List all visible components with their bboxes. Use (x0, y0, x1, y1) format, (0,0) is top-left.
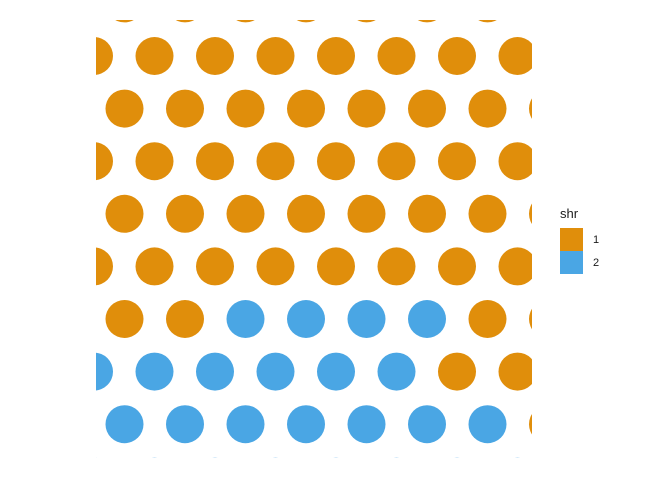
dot-r4-c3 (256, 247, 295, 286)
edge-dot-0-c0 (115, 20, 134, 23)
dot-r6-c5 (377, 352, 416, 391)
dot-r4-c4 (317, 247, 355, 286)
dot-r3-c1 (166, 194, 204, 233)
edge-dot-0-c6 (478, 20, 497, 23)
plot-panel (96, 20, 532, 458)
dot-r3-c3 (287, 194, 325, 233)
dot-r4-c7 (498, 247, 532, 286)
dot-r1-c6 (468, 89, 507, 128)
dot-r0-c4 (317, 37, 355, 75)
legend-key-2 (560, 251, 583, 274)
edge-dot-1-c0 (96, 457, 97, 458)
dot-r5-c6 (468, 300, 507, 338)
dot-r5-c1 (166, 300, 204, 338)
dot-r0-c3 (256, 37, 295, 75)
legend-label-1: 1 (593, 233, 600, 246)
dot-r0-c6 (438, 37, 476, 75)
dot-r5-c7 (529, 308, 532, 330)
legend-key-1 (560, 228, 583, 251)
dot-r1-c0 (105, 89, 144, 128)
dot-r6-c0 (96, 352, 113, 391)
dot-r7-c0 (105, 405, 144, 444)
dot-r6-c7 (498, 352, 532, 391)
edge-dot-0-c7 (529, 0, 567, 22)
dot-r3-c5 (408, 194, 446, 233)
dot-r5-c0 (105, 300, 144, 338)
dot-r5-c4 (347, 300, 386, 338)
edge-dot-0-c4 (357, 20, 376, 23)
edge-dot-1-c4 (333, 457, 339, 458)
dot-r3-c4 (347, 194, 386, 233)
dot-r2-c6 (438, 142, 476, 181)
edge-dot-1-c1 (151, 457, 158, 458)
legend-item-1: 1 (560, 228, 640, 251)
legend-label-2: 2 (593, 256, 600, 269)
legend: shr 1 2 (560, 206, 640, 274)
edge-dot-1-c6 (454, 457, 460, 458)
dot-r3-c7 (529, 203, 532, 225)
edge-dot-0-c1 (175, 20, 195, 23)
dot-r5-c2 (226, 300, 265, 338)
dot-r7-c7 (529, 413, 532, 435)
dot-r4-c5 (377, 247, 416, 286)
dot-r5-c5 (408, 300, 446, 338)
dot-r1-c3 (287, 89, 325, 128)
dot-r1-c1 (166, 89, 204, 128)
edge-dot-0-c2 (236, 20, 255, 23)
dot-r7-c2 (226, 405, 265, 444)
dot-r6-c4 (317, 352, 355, 391)
dot-r2-c0 (96, 142, 113, 181)
edge-dot-1-c5 (393, 457, 400, 458)
dot-r7-c1 (166, 405, 204, 444)
dot-r2-c7 (498, 142, 532, 181)
dot-r0-c1 (135, 37, 174, 75)
dot-r6-c1 (135, 352, 174, 391)
dot-r1-c5 (408, 89, 446, 128)
edge-dot-1-c7 (514, 457, 521, 458)
dot-r4-c0 (96, 247, 113, 286)
dot-r3-c0 (105, 194, 144, 233)
dot-r1-c2 (226, 89, 265, 128)
dot-r6-c6 (438, 352, 476, 391)
dot-r0-c2 (196, 37, 234, 75)
dot-r2-c3 (256, 142, 295, 181)
dot-r2-c1 (135, 142, 174, 181)
dot-r1-c7 (529, 98, 532, 119)
dot-r1-c4 (347, 89, 386, 128)
legend-item-2: 2 (560, 251, 640, 274)
dot-r4-c6 (438, 247, 476, 286)
dot-r7-c4 (347, 405, 386, 444)
dot-r0-c0 (96, 37, 113, 75)
dot-r7-c3 (287, 405, 325, 444)
dot-r7-c5 (408, 405, 446, 444)
dot-r2-c4 (317, 142, 355, 181)
edge-dot-1-c2 (212, 457, 218, 458)
dot-r6-c2 (196, 352, 234, 391)
edge-dot-0-c5 (417, 20, 437, 23)
legend-title: shr (560, 206, 579, 221)
dot-r4-c2 (196, 247, 234, 286)
edge-dot-1-c3 (272, 457, 279, 458)
dot-r7-c6 (468, 405, 507, 444)
edge-dot-0-c3 (296, 20, 316, 23)
dot-r2-c2 (196, 142, 234, 181)
dot-r3-c6 (468, 194, 507, 233)
dot-r0-c7 (498, 37, 532, 75)
dots-layer (96, 0, 567, 458)
dot-r3-c2 (226, 194, 265, 233)
dot-r4-c1 (135, 247, 174, 286)
dot-r2-c5 (377, 142, 416, 181)
dot-r5-c3 (287, 300, 325, 338)
dot-r0-c5 (377, 37, 416, 75)
dot-r6-c3 (256, 352, 295, 391)
